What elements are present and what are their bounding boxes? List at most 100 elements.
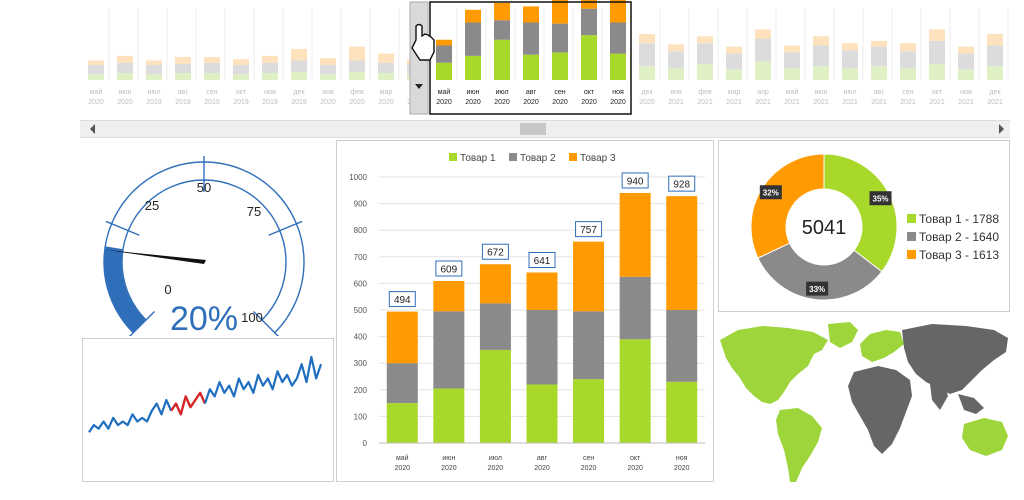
timeline-bar-segment — [88, 60, 104, 66]
timeline-month-label[interactable]: июн — [814, 89, 827, 96]
timeline-bar-segment — [900, 43, 916, 52]
timeline-slicer[interactable]: май 2020 июн 2020 июл 2019 авг 2019 сен 2019 окт 20… — [86, 0, 1010, 118]
bar-segment — [433, 388, 465, 443]
timeline-month-label[interactable]: май — [786, 88, 799, 96]
donut-slice — [823, 153, 898, 273]
timeline-month-label[interactable]: мар — [728, 89, 741, 96]
timeline-chart[interactable]: май 2020 июн 2020 июл 2019 авг 2019 сен 2019 окт 20… — [86, 0, 1010, 118]
timeline-bar-segment — [291, 48, 307, 61]
timeline-bar-segment — [349, 46, 365, 61]
scroll-left-arrow-icon[interactable] — [90, 124, 95, 134]
timeline-year-label: 2020 — [465, 99, 481, 106]
timeline-bar-segment — [552, 0, 568, 24]
timeline-month-label[interactable]: янв — [670, 89, 682, 96]
timeline-bar-segment — [523, 22, 539, 55]
timeline-bar-segment — [233, 74, 249, 80]
timeline-month-label[interactable]: окт — [584, 89, 595, 96]
timeline-month-label[interactable]: окт — [236, 89, 247, 96]
bar-chart-panel: Товар 1 Товар 2 Товар 3 0 100 200 300 400 500 600… — [336, 140, 714, 482]
donut-legend-label: Товар 1 - 1788 — [919, 212, 999, 226]
bar-segment — [573, 311, 605, 380]
timeline-month-label[interactable]: дек — [293, 89, 305, 96]
timeline-bar-segment — [871, 46, 887, 67]
timeline-bar-segment — [262, 55, 278, 63]
donut-slice — [757, 242, 883, 301]
sparkline-panel — [82, 338, 334, 482]
bar-segment — [479, 264, 511, 304]
timeline-month-label[interactable]: авг — [178, 89, 189, 96]
y-tick-label: 700 — [354, 253, 368, 262]
timeline-month-label[interactable]: авг — [874, 89, 885, 96]
timeline-year-label: 2020 — [349, 99, 365, 106]
timeline-bar-segment — [842, 50, 858, 69]
timeline-year-label: 2021 — [668, 99, 684, 106]
bar-total-label: 641 — [534, 256, 551, 267]
donut-legend-label: Товар 2 - 1640 — [919, 230, 999, 244]
bar-segment — [619, 339, 651, 443]
timeline-month-label[interactable]: июл — [495, 89, 508, 96]
timeline-month-label[interactable]: сен — [902, 89, 913, 96]
timeline-bar-segment — [88, 74, 104, 80]
timeline-bar-segment — [465, 22, 481, 56]
timeline-month-label[interactable]: мар — [380, 89, 393, 96]
timeline-month-label[interactable]: июл — [147, 89, 160, 96]
timeline-bar-segment — [871, 40, 887, 47]
map-europe — [860, 330, 904, 362]
donut-pct-label: 35% — [873, 195, 889, 204]
donut-legend-swatch — [907, 214, 916, 223]
timeline-month-label[interactable]: ноя — [960, 89, 972, 96]
dropdown-arrow-icon[interactable] — [415, 84, 423, 89]
sparkline-series — [88, 398, 173, 433]
timeline-month-label[interactable]: дек — [989, 89, 1001, 96]
timeline-bar-segment — [146, 65, 162, 75]
timeline-month-label[interactable]: июн — [466, 89, 479, 96]
y-tick-label: 300 — [354, 359, 368, 368]
timeline-bar-segment — [378, 53, 394, 63]
timeline-bar-segment — [291, 71, 307, 80]
timeline-bar-segment — [494, 20, 510, 40]
timeline-month-label[interactable]: апр — [757, 89, 769, 96]
bar-segment — [526, 272, 558, 310]
timeline-bar-segment — [175, 63, 191, 74]
scroll-thumb[interactable] — [520, 123, 546, 135]
timeline-bar-segment — [987, 66, 1003, 80]
timeline-month-label[interactable]: май — [90, 88, 103, 96]
map-australia — [962, 418, 1008, 456]
timeline-month-label[interactable]: июн — [118, 89, 131, 96]
timeline-month-label[interactable]: дек — [641, 89, 653, 96]
timeline-month-label[interactable]: ноя — [264, 89, 276, 96]
map-asia — [902, 324, 1008, 394]
timeline-bar-segment — [204, 62, 220, 74]
timeline-month-label[interactable]: окт — [932, 89, 943, 96]
gauge-value-label: 20% — [170, 300, 238, 336]
donut-pct-label: 32% — [763, 189, 779, 198]
donut-chart-panel: 35% 33% 32% Товар 1 - 1788 Товар 2 - 1640 Тов… — [718, 140, 1010, 312]
x-tick-year-label: 2020 — [534, 465, 550, 472]
gauge-tick — [105, 220, 140, 236]
timeline-month-label[interactable]: фев — [698, 89, 712, 96]
x-tick-label: окт — [630, 455, 641, 462]
bar-segment — [433, 281, 465, 312]
scroll-right-arrow-icon[interactable] — [999, 124, 1004, 134]
timeline-month-label[interactable]: авг — [526, 89, 537, 96]
gauge-tick-label: 75 — [247, 204, 261, 219]
timeline-year-label: 2020 — [610, 99, 626, 106]
legend-swatch — [449, 153, 457, 161]
x-tick-label: авг — [537, 455, 548, 462]
timeline-month-label[interactable]: фев — [350, 89, 364, 96]
gauge-tick-label: 25 — [145, 198, 159, 213]
timeline-month-label[interactable]: июл — [843, 89, 856, 96]
bar-segment — [386, 363, 418, 404]
timeline-month-label[interactable]: май — [438, 88, 451, 96]
timeline-bar-segment — [175, 73, 191, 80]
timeline-bar-segment — [581, 35, 597, 80]
bar-segment — [619, 276, 651, 340]
timeline-scrollbar[interactable] — [80, 120, 1010, 138]
timeline-bar-segment — [204, 57, 220, 63]
timeline-month-label[interactable]: сен — [554, 89, 565, 96]
timeline-month-label[interactable]: янв — [322, 89, 334, 96]
timeline-bar-segment — [436, 62, 452, 80]
timeline-year-label: 2019 — [175, 99, 191, 106]
timeline-month-label[interactable]: ноя — [612, 89, 624, 96]
timeline-month-label[interactable]: сен — [206, 89, 217, 96]
